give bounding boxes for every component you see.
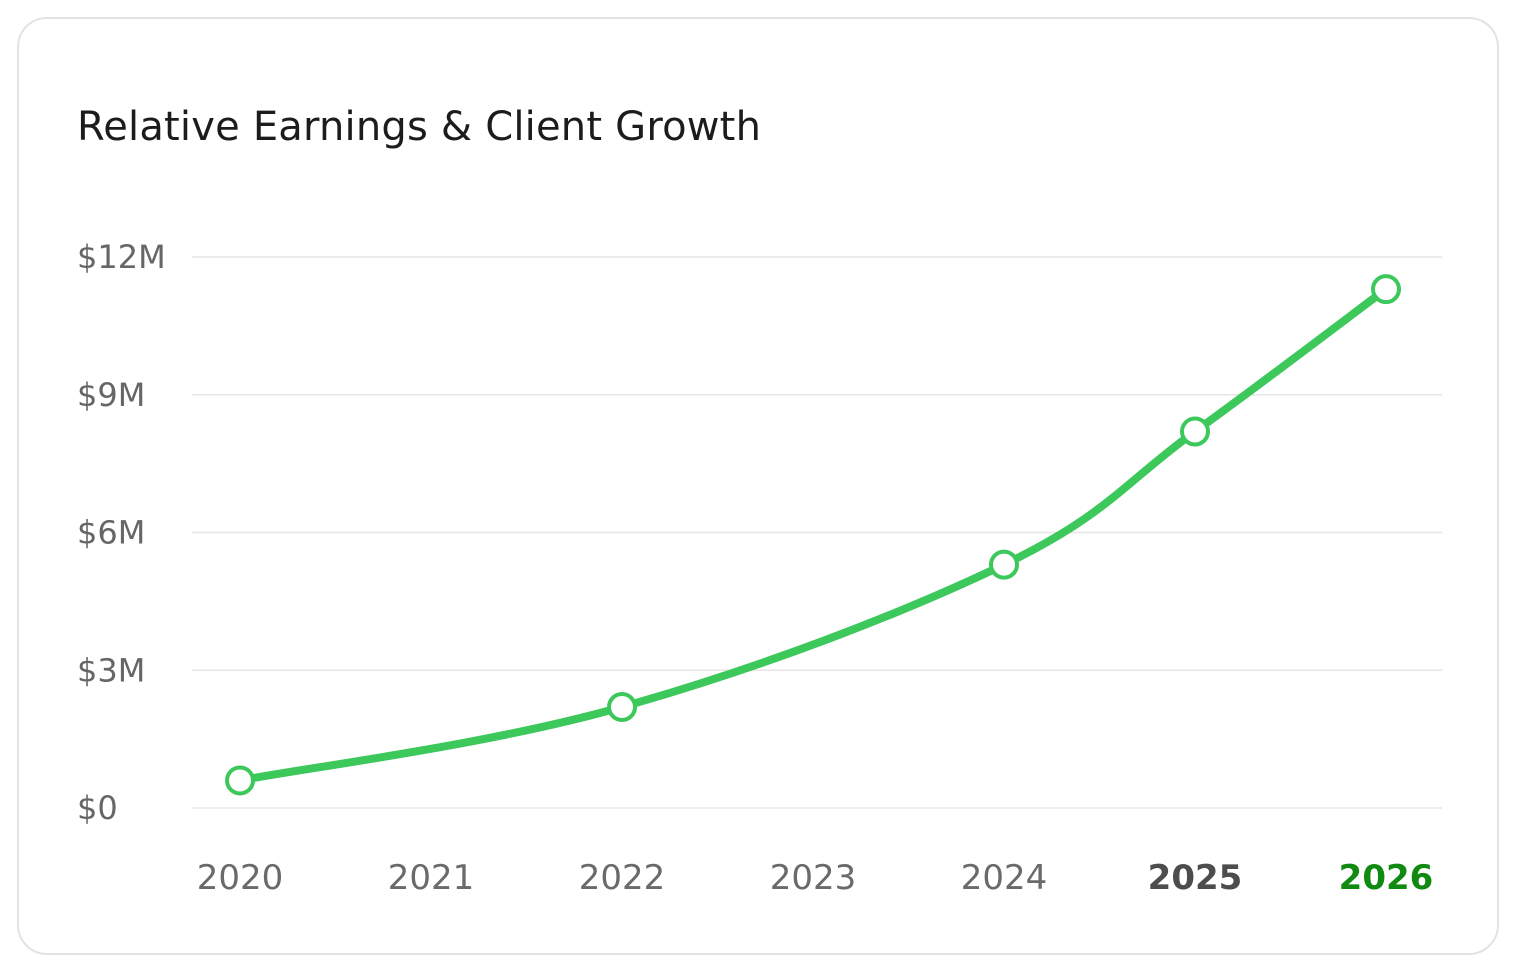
data-point [225, 765, 255, 796]
x-axis-ticks: 2020 2021 2022 2023 2024 2025 2026 [197, 858, 1434, 898]
x-tick-label: 2024 [961, 858, 1048, 898]
chart-title: Relative Earnings & Client Growth [77, 104, 762, 150]
gridlines [192, 256, 1442, 809]
data-point [607, 691, 637, 722]
y-tick-label: $12M [77, 238, 166, 276]
x-tick-label: 2020 [197, 858, 284, 898]
x-tick-label: 2026 [1339, 858, 1434, 898]
x-tick-label: 2021 [388, 858, 475, 898]
x-tick-label: 2022 [579, 858, 666, 898]
y-tick-label: $0 [77, 789, 118, 827]
series-line [236, 285, 1390, 785]
data-point [989, 549, 1019, 580]
data-point [1371, 274, 1401, 305]
data-point [1180, 416, 1210, 447]
x-tick-label: 2023 [770, 858, 857, 898]
x-tick-label: 2025 [1148, 858, 1243, 898]
y-axis-ticks: $0 $3M $6M $9M $12M [77, 238, 166, 827]
chart-card [17, 17, 1499, 955]
y-tick-label: $3M [77, 651, 145, 689]
y-tick-label: $6M [77, 514, 145, 552]
y-tick-label: $9M [77, 376, 145, 414]
series [225, 274, 1401, 796]
